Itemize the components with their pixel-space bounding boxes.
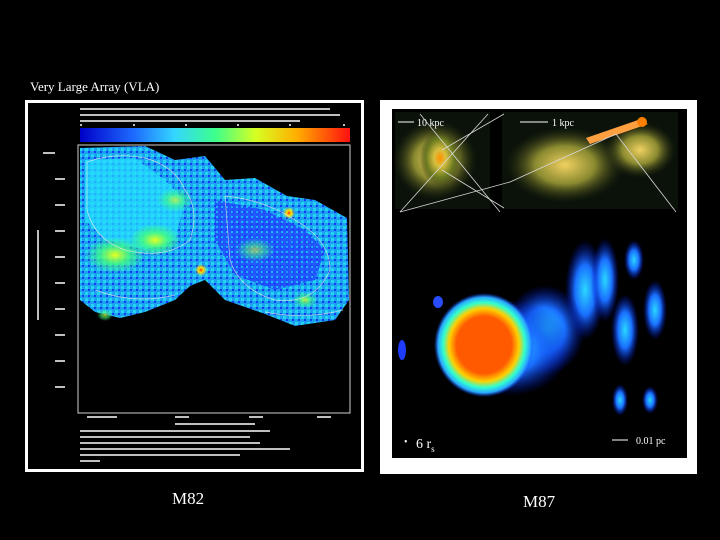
m82-caption: M82 [172,489,205,508]
map-header-text [80,108,340,122]
jet-emission [398,238,667,416]
rs-label: 6 rs [416,437,435,454]
scale-label-001pc: 0.01 pc [636,436,666,447]
m82-image-frame [25,100,364,472]
plot-axes [77,144,351,414]
color-scale-bar [80,128,350,142]
svg-text:•: • [404,437,408,448]
zoom-guide-lines [399,113,677,213]
m82-emission [80,146,349,326]
map-footer-text [80,430,290,462]
slide-title: Very Large Array (VLA) [30,79,160,94]
m87-jet-image: 10 kpc 1 kpc • [392,109,687,458]
m87-image-frame: 10 kpc 1 kpc • [380,100,697,474]
m82-radio-map-image [28,103,361,469]
m87-caption: M87 [523,492,556,511]
scale-label-10kpc: 10 kpc [417,118,445,129]
scale-label-1kpc: 1 kpc [552,118,575,129]
